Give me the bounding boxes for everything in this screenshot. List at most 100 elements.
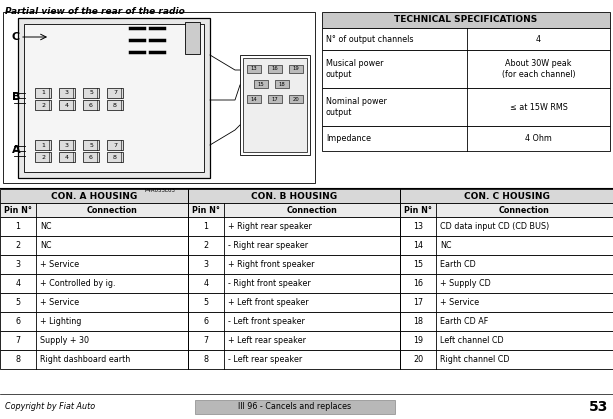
Text: 53: 53 (588, 399, 608, 414)
Bar (24, 24, 204, 172)
Text: P4A053L03: P4A053L03 (145, 188, 175, 193)
Bar (83, 140, 99, 150)
Text: - Left rear speaker: - Left rear speaker (228, 355, 302, 364)
Text: 1: 1 (15, 222, 20, 231)
Text: - Right rear speaker: - Right rear speaker (228, 241, 308, 250)
Text: 3: 3 (204, 260, 208, 269)
Text: Pin N°: Pin N° (404, 205, 432, 215)
Text: Pin N°: Pin N° (4, 205, 32, 215)
Text: 4: 4 (536, 34, 541, 44)
Text: 13: 13 (413, 222, 423, 231)
Text: 4: 4 (65, 103, 69, 108)
Bar (59, 88, 75, 98)
Text: 14: 14 (251, 96, 257, 101)
Text: + Supply CD: + Supply CD (440, 279, 491, 288)
Bar (400, 255, 613, 274)
Text: CON. B HOUSING: CON. B HOUSING (251, 191, 337, 201)
Bar (254, 80, 268, 88)
Text: Right channel CD: Right channel CD (440, 355, 509, 364)
Bar (322, 12, 610, 28)
Bar (0, 203, 188, 217)
Text: 3: 3 (15, 260, 20, 269)
Text: CD data input CD (CD BUS): CD data input CD (CD BUS) (440, 222, 549, 231)
Bar (0, 293, 188, 312)
Bar (0, 350, 188, 369)
Bar (400, 203, 613, 217)
Bar (322, 126, 610, 151)
Text: 7: 7 (113, 91, 117, 96)
Text: 4 Ohm: 4 Ohm (525, 134, 552, 143)
Text: About 30W peak
(for each channel): About 30W peak (for each channel) (501, 59, 576, 79)
Text: Supply + 30: Supply + 30 (40, 336, 89, 345)
Bar (400, 217, 613, 236)
Text: + Lighting: + Lighting (40, 317, 82, 326)
Text: + Controlled by ig.: + Controlled by ig. (40, 279, 115, 288)
Bar (188, 189, 400, 203)
Text: Nominal power
output: Nominal power output (326, 97, 387, 117)
Text: + Left front speaker: + Left front speaker (228, 298, 308, 307)
Text: Copyright by Fiat Auto: Copyright by Fiat Auto (5, 402, 95, 411)
Text: 6: 6 (204, 317, 208, 326)
Bar (107, 100, 123, 110)
Text: Connection: Connection (499, 205, 550, 215)
Bar (83, 152, 99, 162)
Bar (3, 12, 315, 183)
Bar (240, 55, 310, 155)
Bar (243, 58, 307, 152)
Bar (59, 100, 75, 110)
Text: 8: 8 (113, 103, 117, 108)
Text: 2: 2 (41, 103, 45, 108)
Text: + Left rear speaker: + Left rear speaker (228, 336, 306, 345)
Text: 6: 6 (89, 103, 93, 108)
Text: 20: 20 (292, 96, 299, 101)
Text: + Right rear speaker: + Right rear speaker (228, 222, 312, 231)
Text: C: C (12, 32, 20, 42)
Text: Right dashboard earth: Right dashboard earth (40, 355, 130, 364)
Text: 16: 16 (413, 279, 423, 288)
Bar (400, 236, 613, 255)
Bar (188, 312, 400, 331)
Bar (247, 65, 261, 73)
Bar (400, 312, 613, 331)
Bar (0, 236, 188, 255)
Text: 2: 2 (15, 241, 21, 250)
Text: Left channel CD: Left channel CD (440, 336, 504, 345)
Bar (59, 152, 75, 162)
Bar (322, 88, 610, 126)
Text: 3: 3 (65, 91, 69, 96)
Text: 1: 1 (204, 222, 208, 231)
Bar (35, 152, 51, 162)
Bar (35, 100, 51, 110)
Bar (83, 88, 99, 98)
Bar (247, 95, 261, 103)
Bar (322, 50, 610, 88)
Bar (107, 152, 123, 162)
Bar (107, 88, 123, 98)
Text: 15: 15 (257, 82, 264, 86)
Text: 17: 17 (272, 96, 278, 101)
Text: CON. A HOUSING: CON. A HOUSING (51, 191, 137, 201)
Text: 19: 19 (413, 336, 423, 345)
Bar (400, 274, 613, 293)
Text: Connection: Connection (86, 205, 137, 215)
Text: B: B (12, 92, 20, 102)
Text: NC: NC (40, 222, 51, 231)
Text: 5: 5 (15, 298, 21, 307)
Text: 1: 1 (41, 91, 45, 96)
Bar (188, 236, 400, 255)
Text: + Service: + Service (40, 260, 79, 269)
Text: 18: 18 (279, 82, 286, 86)
Bar (188, 293, 400, 312)
Text: 4: 4 (204, 279, 208, 288)
Bar (268, 65, 282, 73)
Bar (322, 28, 610, 50)
Text: CON. C HOUSING: CON. C HOUSING (463, 191, 549, 201)
Bar (185, 22, 200, 54)
Bar (188, 274, 400, 293)
Bar (195, 399, 395, 414)
Bar (0, 331, 188, 350)
Text: 16: 16 (272, 67, 278, 72)
Text: 3: 3 (65, 142, 69, 147)
Text: 18: 18 (413, 317, 423, 326)
Text: Earth CD: Earth CD (440, 260, 476, 269)
